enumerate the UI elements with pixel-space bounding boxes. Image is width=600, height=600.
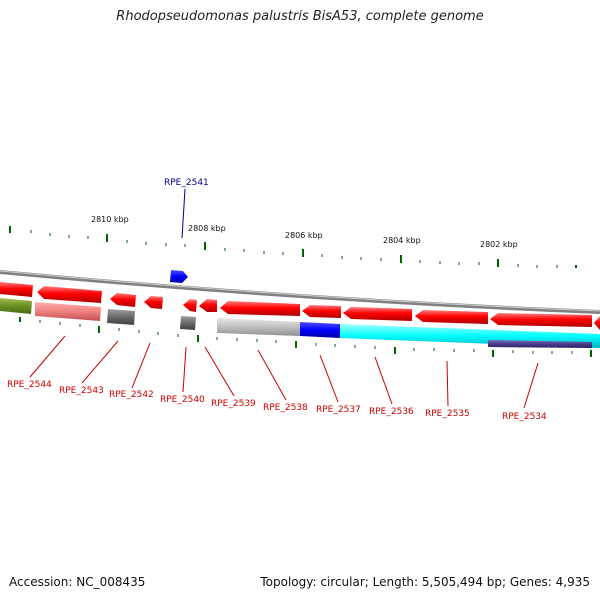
gene-cds-10[interactable] [415, 310, 488, 324]
accession-text: Accession: NC_008435 [9, 575, 146, 589]
label-rpe-2537[interactable]: RPE_2537 [316, 405, 361, 415]
feature-pink[interactable] [35, 302, 101, 321]
gene-cds-12[interactable] [594, 316, 600, 330]
label-rpe-2539[interactable]: RPE_2539 [211, 399, 256, 409]
label-rpe-2534[interactable]: RPE_2534 [502, 412, 547, 422]
scale-label-2808: 2808 kbp [188, 224, 226, 233]
gene-cds-2[interactable] [37, 286, 102, 303]
label-rpe-2540[interactable]: RPE_2540 [160, 395, 205, 405]
label-rpe-2535[interactable]: RPE_2535 [425, 409, 470, 419]
scale-label-2802: 2802 kbp [480, 240, 518, 249]
gene-cds-9[interactable] [343, 307, 412, 321]
genome-backbone-highlight [0, 270, 600, 312]
genome-title: Rhodopseudomonas palustris BisA53, compl… [116, 9, 484, 24]
cds-track [0, 282, 600, 330]
feature-dark-gray-1[interactable] [107, 309, 135, 325]
label-connectors [29, 188, 539, 409]
scale-label-2804: 2804 kbp [383, 236, 421, 245]
gene-cds-5[interactable] [183, 299, 197, 312]
feature-olive[interactable] [0, 298, 32, 314]
gene-cds-3[interactable] [110, 293, 136, 307]
label-rpe-2541[interactable]: RPE_2541 [164, 178, 209, 188]
label-rpe-2544[interactable]: RPE_2544 [7, 380, 52, 390]
label-rpe-2538[interactable]: RPE_2538 [263, 403, 308, 413]
label-rpe-2543[interactable]: RPE_2543 [59, 386, 104, 396]
feature-dark-gray-2[interactable] [180, 316, 196, 330]
feature-light-gray[interactable] [217, 318, 300, 336]
gene-cds-8[interactable] [302, 305, 341, 318]
label-rpe-2536[interactable]: RPE_2536 [369, 407, 414, 417]
gene-cds-1[interactable] [0, 282, 33, 297]
gene-rpe-2541[interactable] [170, 270, 188, 283]
gene-cds-4[interactable] [144, 296, 163, 309]
feature-navy[interactable] [488, 340, 592, 348]
feature-blue[interactable] [300, 322, 340, 338]
gene-cds-6[interactable] [199, 299, 217, 312]
gene-cds-7[interactable] [220, 301, 300, 316]
scale-label-2810: 2810 kbp [91, 215, 129, 224]
genome-backbone [0, 270, 600, 314]
outer-scale-ticks [9, 226, 577, 268]
feature-track [0, 298, 600, 348]
inner-scale-ticks [19, 317, 592, 357]
topology-text: Topology: circular; Length: 5,505,494 bp… [260, 575, 590, 589]
scale-label-2806: 2806 kbp [285, 231, 323, 240]
label-rpe-2542[interactable]: RPE_2542 [109, 390, 154, 400]
gene-cds-11[interactable] [490, 313, 592, 327]
